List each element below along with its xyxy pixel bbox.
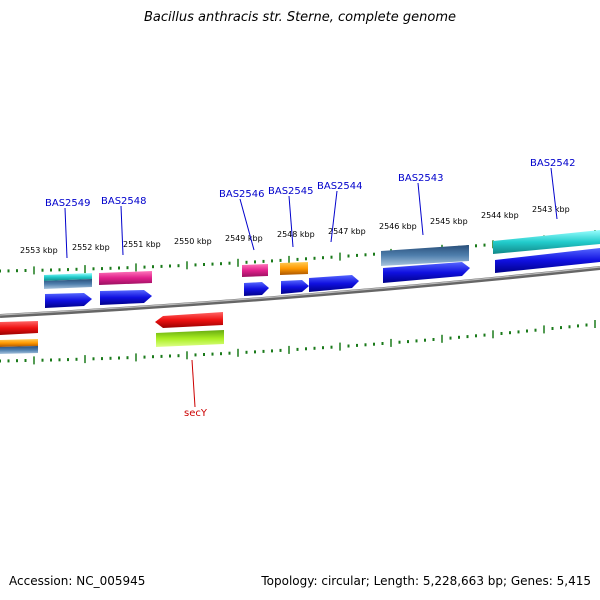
gene-arrow-bas2544[interactable]	[309, 275, 359, 292]
scale-label-2551: 2551 kbp	[123, 240, 161, 249]
scale-label-2548: 2548 kbp	[277, 230, 315, 239]
feature-red-left	[0, 321, 38, 335]
gene-label-bas2546[interactable]: BAS2546	[219, 189, 265, 200]
feature-orange-left	[0, 339, 38, 347]
gene-arrow-bas2549[interactable]	[45, 293, 92, 308]
gene-arrow-bas2545[interactable]	[281, 280, 309, 294]
gene-arrow-bas2548[interactable]	[100, 290, 152, 305]
gene-label-bas2548[interactable]: BAS2548	[101, 196, 147, 207]
gene-label-bas2545[interactable]: BAS2545	[268, 186, 314, 197]
feature-steel-bas2543	[381, 245, 469, 266]
lower-features	[0, 312, 224, 354]
feature-cyan-bas2549	[44, 273, 92, 281]
lower-tick-scale	[0, 320, 596, 365]
gene-arrow-bas2542[interactable]	[495, 248, 600, 273]
feature-cyan-bas2542	[493, 230, 600, 254]
gene-label-secy[interactable]: secY	[184, 408, 208, 419]
scale-label-2545: 2545 kbp	[430, 217, 468, 226]
scale-label-2552: 2552 kbp	[72, 243, 110, 252]
scale-label-2546: 2546 kbp	[379, 222, 417, 231]
gene-label-bas2542[interactable]: BAS2542	[530, 158, 576, 169]
gene-label-bas2544[interactable]: BAS2544	[317, 181, 363, 192]
genome-summary-text: Topology: circular; Length: 5,228,663 bp…	[261, 574, 591, 588]
feature-steel-left	[0, 346, 38, 354]
gene-label-bas2543[interactable]: BAS2543	[398, 173, 444, 184]
upper-feature-blocks	[44, 230, 600, 289]
feature-magenta-bas2548	[99, 271, 152, 285]
secy-leader-line	[191, 359, 196, 408]
map-title: Bacillus anthracis str. Sterne, complete…	[144, 10, 456, 25]
upper-gene-arrows	[45, 248, 600, 308]
genome-backbone	[0, 266, 600, 318]
feature-magenta-bas2546	[242, 264, 268, 277]
leader-lines	[64, 167, 558, 259]
scale-label-2544: 2544 kbp	[481, 211, 519, 220]
feature-steel-bas2549	[44, 279, 92, 289]
scale-label-2543: 2543 kbp	[532, 205, 570, 214]
feature-lime-secy	[156, 330, 224, 347]
scale-label-2553: 2553 kbp	[20, 246, 58, 255]
gene-label-bas2549[interactable]: BAS2549	[45, 198, 91, 209]
scale-label-2547: 2547 kbp	[328, 227, 366, 236]
gene-arrow-secy[interactable]	[155, 312, 223, 328]
gene-arrow-bas2546[interactable]	[244, 282, 269, 296]
gene-arrow-bas2543[interactable]	[383, 262, 470, 283]
scale-label-2550: 2550 kbp	[174, 237, 212, 246]
feature-orange-bas2545	[280, 262, 308, 275]
scale-label-2549: 2549 kbp	[225, 234, 263, 243]
scale-labels: 2553 kbp 2552 kbp 2551 kbp 2550 kbp 2549…	[20, 205, 570, 255]
accession-text: Accession: NC_005945	[9, 574, 146, 588]
